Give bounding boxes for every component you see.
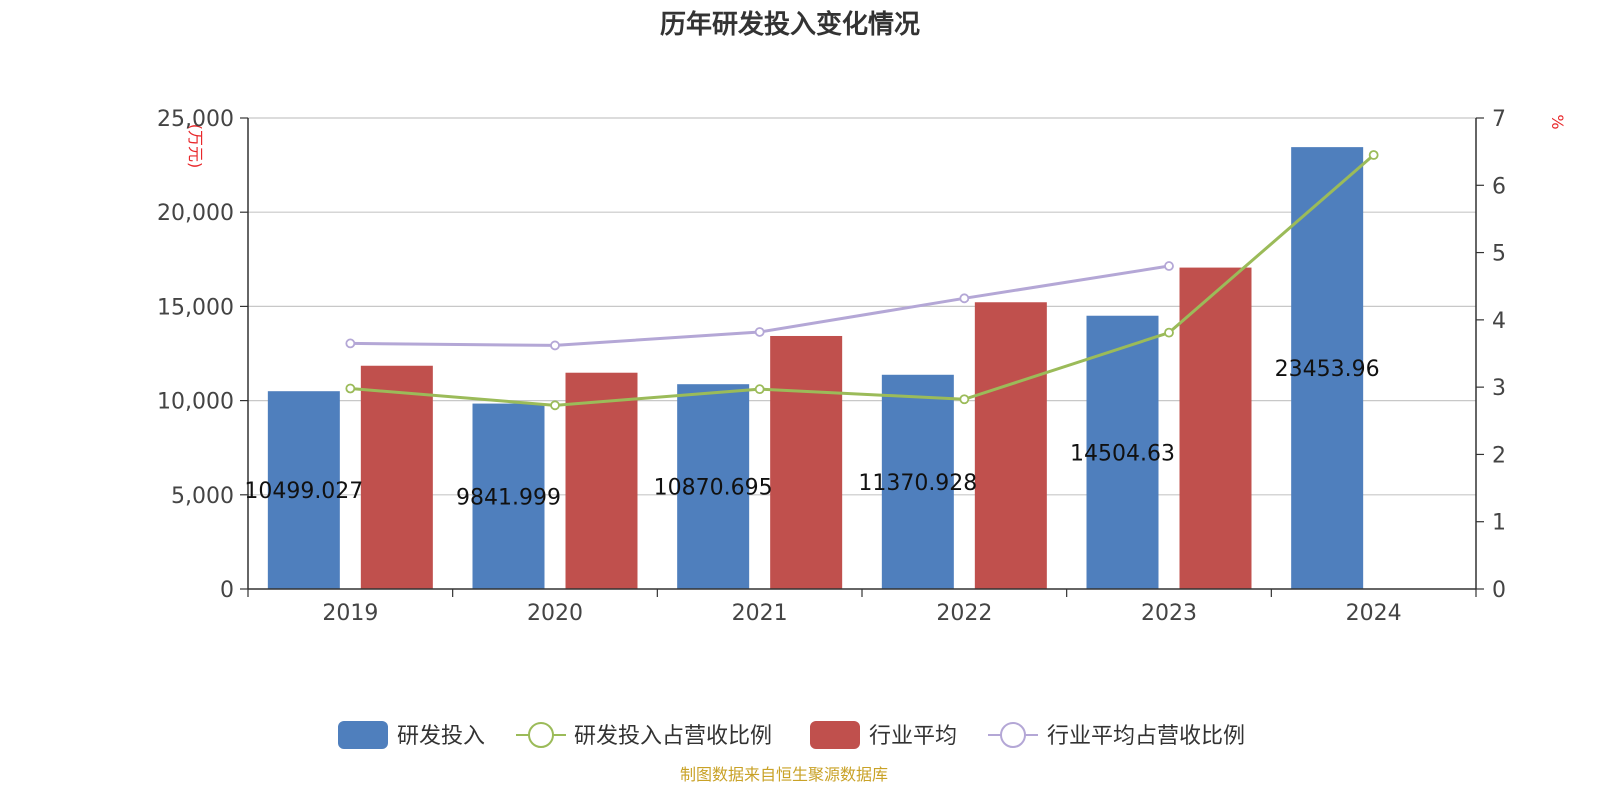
x-tick-label: 2019 [322,601,378,626]
gridlines [248,117,1476,496]
right-tick-label: 7 [1492,107,1506,132]
left-tick-label: 25,000 [157,107,234,132]
bar-industry-average [360,365,433,589]
series-lines [345,150,1379,411]
bars [267,147,1364,590]
point-rd-ratio [1368,150,1379,160]
x-tick-label: 2023 [1141,601,1197,626]
data-label: 11370.928 [858,471,977,496]
bar-rd-investment [267,391,340,589]
bar-rd-investment [677,384,750,589]
bar-rd-investment [1086,315,1159,589]
right-tick-label: 3 [1492,376,1506,401]
point-industry-ratio [550,340,560,351]
point-industry-ratio [959,293,970,304]
point-industry-ratio [345,338,356,349]
legend-label-rd-investment: 研发投入 [397,724,485,749]
point-rd-ratio [1164,327,1174,338]
bar-industry-average [565,372,638,589]
legend-marker-rd-ratio [528,722,554,748]
right-tick-label: 2 [1492,443,1506,468]
point-industry-ratio [754,327,765,337]
x-tick-label: 2024 [1346,601,1402,626]
bar-rd-investment [472,403,545,589]
data-label: 10870.695 [654,476,773,501]
bar-industry-average [1179,267,1252,589]
right-tick-label: 4 [1492,309,1506,334]
legend-label-industry-average: 行业平均 [869,724,957,749]
legend: 研发投入 研发投入占营收比例 行业平均 行业平均占营收比例 [338,721,1245,749]
x-axis-ticks: 2019 2020 2021 2022 2023 2024 [247,589,1477,626]
left-tick-label: 10,000 [157,390,234,415]
right-tick-label: 6 [1492,174,1506,199]
chart-title: 历年研发投入变化情况 [660,9,920,40]
bar-industry-average [974,302,1047,589]
bar-rd-investment [1291,147,1364,590]
right-tick-label: 1 [1492,511,1506,536]
left-tick-label: 20,000 [157,201,234,226]
bar-rd-investment [881,374,954,589]
point-rd-ratio [550,400,560,411]
left-tick-label: 15,000 [157,295,234,320]
legend-swatch-rd-investment [338,721,388,749]
left-tick-label: 0 [220,578,234,603]
left-tick-label: 5,000 [171,484,234,509]
line-rd-ratio [350,153,1375,407]
left-axis-unit: (万元) [186,124,205,169]
right-axis-unit: % [1548,114,1567,129]
x-tick-label: 2022 [936,601,992,626]
legend-marker-industry-ratio [1000,722,1026,748]
point-rd-ratio [959,394,970,405]
bar-industry-average [770,335,843,589]
point-industry-ratio [1164,261,1174,271]
point-rd-ratio [754,384,765,395]
right-tick-label: 5 [1492,242,1506,267]
point-rd-ratio [345,383,356,394]
x-tick-label: 2020 [527,601,583,626]
data-label: 10499.027 [244,479,363,504]
x-tick-label: 2021 [732,601,788,626]
data-source-note: 制图数据来自恒生聚源数据库 [680,765,888,784]
left-axis-ticks: 0 5,000 10,000 15,000 20,000 25,000 [157,107,248,603]
data-label: 14504.63 [1070,441,1175,466]
data-labels: 10499.027 9841.999 10870.695 11370.928 14504… [244,357,1379,510]
right-tick-label: 0 [1492,578,1506,603]
legend-swatch-industry-average [810,721,860,749]
data-label: 23453.96 [1275,357,1380,382]
data-label: 9841.999 [456,485,561,510]
right-axis-ticks: 0 1 2 3 4 5 6 7 [1476,107,1506,603]
legend-label-industry-ratio: 行业平均占营收比例 [1047,724,1245,749]
legend-label-rd-ratio: 研发投入占营收比例 [574,724,772,749]
